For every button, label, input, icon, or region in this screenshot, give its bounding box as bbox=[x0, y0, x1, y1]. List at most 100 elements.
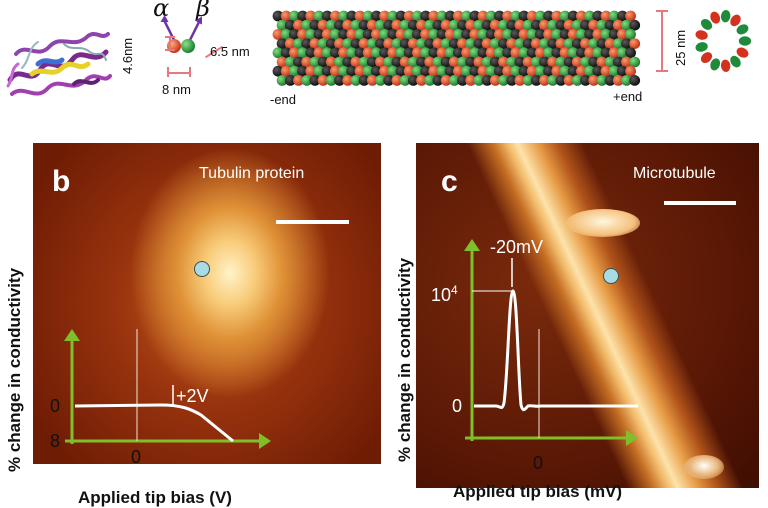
tubulin-subunit bbox=[551, 47, 563, 59]
tubulin-subunit bbox=[608, 29, 620, 40]
tubulin-subunit bbox=[424, 75, 436, 86]
tubulin-subunit bbox=[625, 47, 636, 59]
tubulin-subunit bbox=[617, 65, 628, 77]
tubulin-subunit bbox=[289, 29, 300, 40]
tubulin-subunit bbox=[498, 75, 509, 86]
tubulin-subunit bbox=[325, 56, 337, 68]
tubulin-subunit bbox=[506, 19, 518, 31]
tubulin-subunit bbox=[407, 38, 419, 49]
panel-b-afm-image: b Tubulin protein bbox=[33, 143, 381, 464]
tubulin-subunit bbox=[612, 56, 624, 68]
tubulin-subunit bbox=[608, 47, 620, 59]
tubulin-subunit bbox=[498, 38, 509, 49]
tubulin-subunit bbox=[629, 38, 641, 49]
tubulin-subunit bbox=[342, 19, 354, 31]
tubulin-subunit bbox=[313, 10, 325, 22]
tubulin-subunit bbox=[608, 65, 620, 77]
tubulin-subunit bbox=[580, 38, 591, 49]
tubulin-subunit bbox=[399, 19, 411, 31]
tubulin-subunit bbox=[506, 75, 518, 86]
panel-b-title: Tubulin protein bbox=[199, 165, 305, 182]
tubulin-subunit bbox=[522, 56, 534, 68]
tubulin-subunit bbox=[436, 47, 448, 59]
tubulin-subunit bbox=[383, 19, 395, 31]
panel-b-letter: b bbox=[52, 165, 71, 198]
tubulin-subunit bbox=[522, 19, 534, 31]
protofilament-subunit bbox=[729, 14, 742, 27]
tubulin-subunit bbox=[485, 29, 497, 40]
tubulin-subunit bbox=[432, 75, 444, 86]
tubulin-subunit bbox=[567, 65, 579, 77]
tubulin-subunit bbox=[407, 75, 419, 86]
tubulin-subunit bbox=[412, 10, 423, 22]
tubulin-subunit bbox=[330, 29, 341, 40]
tubulin-subunit bbox=[424, 38, 436, 49]
tubulin-subunit bbox=[428, 29, 440, 40]
tubulin-subunit bbox=[350, 75, 362, 86]
tubulin-subunit bbox=[514, 75, 526, 86]
tubulin-subunit bbox=[584, 47, 595, 59]
tubulin-subunit bbox=[289, 10, 300, 22]
tubulin-subunit bbox=[395, 47, 407, 59]
tubulin-subunit bbox=[313, 29, 325, 40]
tubulin-subunit bbox=[317, 19, 329, 31]
tubulin-subunit bbox=[407, 19, 419, 31]
tubulin-subunit bbox=[551, 10, 563, 22]
tubulin-subunit bbox=[428, 65, 440, 77]
tubulin-subunit bbox=[625, 65, 636, 77]
tubulin-subunit bbox=[403, 10, 415, 22]
tubulin-subunit bbox=[522, 38, 534, 49]
tubulin-subunit bbox=[395, 10, 407, 22]
panel-c-y-arrow bbox=[464, 239, 480, 251]
tubulin-subunit bbox=[506, 38, 518, 49]
tubulin-subunit bbox=[498, 56, 509, 68]
tubulin-subunit bbox=[489, 56, 501, 68]
tubulin-subunit bbox=[383, 75, 395, 86]
tubulin-subunit bbox=[551, 65, 563, 77]
tubulin-subunit bbox=[514, 19, 526, 31]
tubulin-subunit bbox=[305, 29, 317, 40]
tubulin-subunit bbox=[317, 38, 329, 49]
panel-b-plot bbox=[64, 329, 271, 449]
tubulin-subunit bbox=[440, 19, 452, 31]
tubulin-subunit bbox=[502, 29, 513, 40]
panel-c-bright-blob bbox=[566, 209, 640, 237]
tubulin-subunit bbox=[399, 38, 411, 49]
tubulin-subunit bbox=[629, 19, 641, 31]
tubulin-subunit bbox=[629, 56, 641, 68]
tubulin-subunit bbox=[489, 19, 501, 31]
tubulin-subunit bbox=[563, 56, 575, 68]
protofilament-subunit bbox=[720, 9, 731, 23]
tubulin-subunit bbox=[362, 65, 374, 77]
panel-c-x-arrow bbox=[626, 430, 638, 446]
tubulin-subunit bbox=[362, 29, 374, 40]
tubulin-subunit bbox=[567, 10, 579, 22]
tubulin-subunit bbox=[612, 19, 624, 31]
tubulin-subunit bbox=[485, 65, 497, 77]
tubulin-subunit bbox=[366, 75, 378, 86]
tubulin-subunit bbox=[580, 19, 591, 31]
tubulin-subunit bbox=[432, 56, 444, 68]
tubulin-subunit bbox=[354, 47, 366, 59]
tubulin-subunit bbox=[481, 75, 493, 86]
tubulin-subunit bbox=[596, 75, 608, 86]
tubulin-subunit bbox=[494, 47, 505, 59]
tubulin-subunit bbox=[428, 47, 440, 59]
tubulin-subunit bbox=[301, 56, 313, 68]
tubulin-subunit bbox=[518, 29, 530, 40]
protofilament-subunit bbox=[738, 35, 752, 47]
tubulin-subunit bbox=[383, 38, 395, 49]
tubulin-subunit bbox=[280, 10, 292, 22]
tubulin-subunit bbox=[584, 29, 595, 40]
tubulin-subunit bbox=[592, 29, 604, 40]
panel-c-title: Microtubule bbox=[633, 165, 716, 182]
tubulin-subunit bbox=[530, 38, 542, 49]
tubulin-subunit bbox=[284, 19, 296, 31]
tubulin-subunit bbox=[375, 19, 386, 31]
tubulin-subunit bbox=[342, 75, 354, 86]
panel-b-tick-y-bottom: 8 bbox=[50, 431, 61, 451]
tubulin-subunit bbox=[510, 29, 522, 40]
tubulin-subunit bbox=[469, 10, 481, 22]
tubulin-subunit bbox=[563, 75, 575, 86]
tubulin-subunit bbox=[399, 56, 411, 68]
